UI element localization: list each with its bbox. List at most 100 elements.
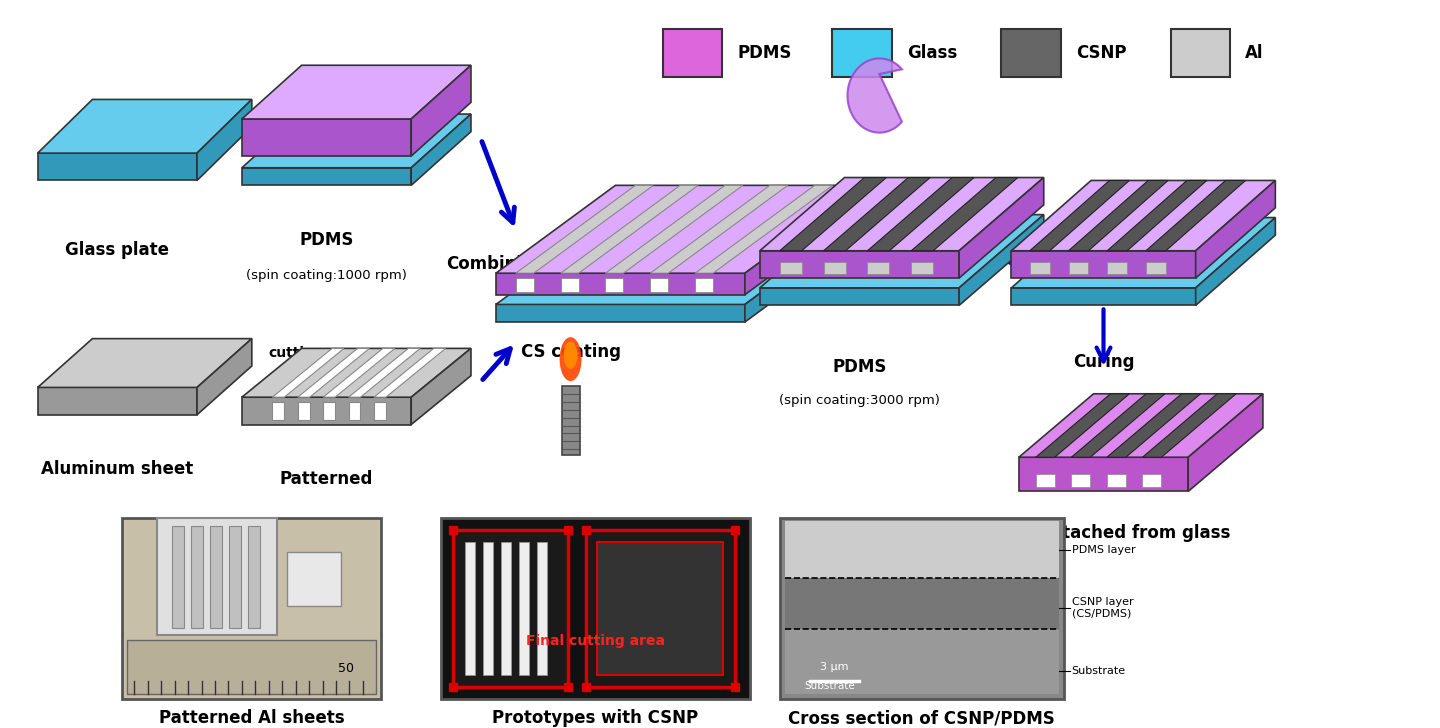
Bar [173, 526, 184, 628]
Polygon shape [37, 339, 252, 387]
Bar [374, 402, 386, 419]
Text: 3 μm: 3 μm [821, 662, 848, 672]
Text: Substrate: Substrate [805, 681, 855, 691]
Bar [122, 518, 382, 699]
Text: (spin coating:1000 rpm): (spin coating:1000 rpm) [246, 269, 408, 282]
Text: Glass: Glass [907, 44, 958, 62]
Polygon shape [651, 186, 788, 273]
Text: Curing: Curing [1073, 353, 1135, 371]
Bar [465, 542, 475, 676]
Polygon shape [298, 349, 370, 397]
Bar [1030, 263, 1050, 274]
Polygon shape [495, 186, 864, 273]
Polygon shape [242, 397, 412, 424]
Bar [229, 526, 240, 628]
Bar [1142, 474, 1162, 486]
Text: PDMS: PDMS [300, 231, 354, 249]
Polygon shape [272, 349, 344, 397]
Polygon shape [374, 349, 445, 397]
Bar [192, 526, 203, 628]
Polygon shape [760, 178, 1044, 250]
Text: Glass plate: Glass plate [65, 241, 170, 258]
Text: Combining: Combining [446, 256, 546, 273]
Polygon shape [242, 167, 412, 186]
Bar [441, 518, 750, 699]
Bar [785, 628, 1058, 694]
Bar [1035, 474, 1054, 486]
Text: Al: Al [1246, 44, 1264, 62]
Polygon shape [1188, 394, 1263, 491]
Bar [780, 263, 802, 274]
Bar [127, 641, 376, 694]
Bar [696, 278, 713, 292]
Text: 50: 50 [338, 662, 354, 675]
Polygon shape [37, 100, 252, 153]
Bar [323, 402, 336, 419]
Polygon shape [412, 349, 471, 424]
Text: Detach: Detach [675, 238, 736, 253]
Polygon shape [1011, 218, 1276, 288]
Polygon shape [959, 215, 1044, 306]
Polygon shape [242, 349, 471, 397]
Bar [651, 278, 668, 292]
Bar [1171, 28, 1230, 77]
Polygon shape [760, 250, 959, 278]
Polygon shape [1020, 394, 1263, 457]
Bar [560, 278, 579, 292]
Polygon shape [495, 304, 744, 322]
Polygon shape [242, 114, 471, 167]
Polygon shape [37, 387, 197, 415]
Polygon shape [760, 215, 1044, 288]
Polygon shape [323, 349, 395, 397]
Polygon shape [495, 273, 744, 295]
Bar [518, 542, 528, 676]
Text: Patterned: Patterned [279, 470, 373, 488]
Bar [662, 28, 723, 77]
Polygon shape [824, 178, 930, 250]
Text: PDMS: PDMS [832, 358, 887, 376]
Bar [586, 530, 734, 687]
Bar [210, 526, 222, 628]
Text: Prototypes with CSNP: Prototypes with CSNP [492, 709, 698, 727]
Text: Flip: Flip [688, 207, 723, 224]
Polygon shape [780, 178, 887, 250]
Polygon shape [1035, 394, 1129, 457]
Bar [272, 402, 284, 419]
Polygon shape [1020, 457, 1188, 491]
Polygon shape [1071, 394, 1165, 457]
Polygon shape [495, 217, 864, 304]
Bar [598, 542, 723, 676]
Bar [1068, 263, 1089, 274]
Bar [298, 402, 310, 419]
Bar [832, 28, 891, 77]
Bar [785, 578, 1058, 628]
Polygon shape [760, 288, 959, 306]
Polygon shape [242, 119, 412, 156]
Text: cutting: cutting [269, 347, 324, 360]
Polygon shape [744, 186, 864, 295]
Polygon shape [912, 178, 1018, 250]
Bar [912, 263, 933, 274]
Text: Detached from glass: Detached from glass [1037, 523, 1230, 542]
Bar [1146, 263, 1166, 274]
Bar [501, 542, 511, 676]
Text: Patterned Al sheets: Patterned Al sheets [158, 709, 344, 727]
Polygon shape [744, 217, 864, 322]
Text: CSNP: CSNP [1076, 44, 1126, 62]
Bar [537, 542, 547, 676]
Polygon shape [1142, 394, 1236, 457]
Bar [157, 518, 276, 636]
Bar [562, 387, 579, 455]
Bar [785, 521, 1058, 578]
Text: (spin coating:3000 rpm): (spin coating:3000 rpm) [779, 394, 940, 407]
Text: CSNP layer
(CS/PDMS): CSNP layer (CS/PDMS) [1071, 597, 1133, 619]
Text: CS coating: CS coating [521, 343, 621, 361]
Polygon shape [1195, 181, 1276, 278]
Text: Substrate: Substrate [1071, 666, 1126, 676]
Text: Aluminum sheet: Aluminum sheet [42, 460, 193, 478]
Polygon shape [1030, 181, 1129, 250]
Bar [454, 530, 567, 687]
Bar [824, 263, 845, 274]
Bar [248, 526, 259, 628]
Polygon shape [1107, 181, 1207, 250]
